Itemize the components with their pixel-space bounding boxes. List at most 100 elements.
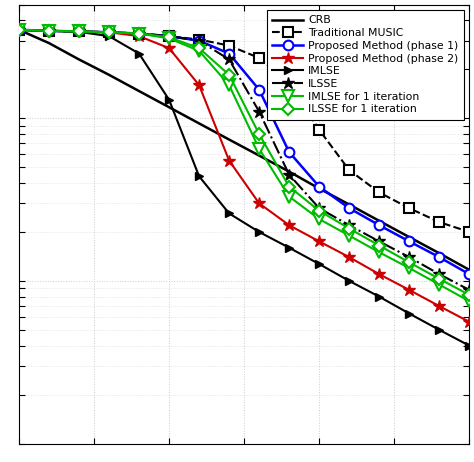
IMLSE bbox=[346, 278, 352, 284]
IMLSE bbox=[106, 33, 112, 39]
ILSSE for 1 iteration bbox=[406, 260, 412, 265]
Traditional MUSIC bbox=[316, 127, 322, 133]
Proposed Method (phase 2) bbox=[286, 222, 292, 228]
IMLSE for 1 iteration bbox=[166, 36, 172, 41]
ILSSE for 1 iteration bbox=[286, 184, 292, 189]
ILSSE for 1 iteration bbox=[16, 27, 22, 33]
Line: IMLSE: IMLSE bbox=[15, 26, 474, 350]
Proposed Method (phase 2) bbox=[466, 319, 472, 325]
IMLSE for 1 iteration bbox=[136, 31, 142, 36]
Proposed Method (phase 2) bbox=[136, 33, 142, 39]
CRB bbox=[316, 186, 322, 191]
Proposed Method (phase 1) bbox=[376, 222, 382, 228]
Traditional MUSIC bbox=[16, 27, 22, 33]
Traditional MUSIC bbox=[346, 167, 352, 173]
ILSSE for 1 iteration bbox=[316, 208, 322, 213]
IMLSE for 1 iteration bbox=[316, 216, 322, 222]
IMLSE bbox=[226, 211, 232, 216]
Traditional MUSIC bbox=[226, 43, 232, 49]
ILSSE for 1 iteration bbox=[256, 131, 262, 137]
ILSSE for 1 iteration bbox=[466, 292, 472, 298]
IMLSE for 1 iteration bbox=[286, 194, 292, 200]
CRB bbox=[76, 57, 82, 62]
IMLSE bbox=[76, 29, 82, 35]
IMLSE bbox=[466, 343, 472, 348]
ILSSE for 1 iteration bbox=[136, 31, 142, 36]
Proposed Method (phase 2) bbox=[106, 30, 112, 35]
Traditional MUSIC bbox=[406, 206, 412, 211]
Proposed Method (phase 1) bbox=[286, 149, 292, 155]
ILSSE bbox=[136, 31, 142, 36]
Legend: CRB, Traditional MUSIC, Proposed Method (phase 1), Proposed Method (phase 2), IM: CRB, Traditional MUSIC, Proposed Method … bbox=[267, 10, 464, 120]
Traditional MUSIC bbox=[286, 80, 292, 85]
Proposed Method (phase 2) bbox=[406, 287, 412, 293]
IMLSE for 1 iteration bbox=[346, 233, 352, 238]
ILSSE bbox=[196, 38, 202, 43]
CRB bbox=[16, 27, 22, 33]
ILSSE bbox=[346, 222, 352, 228]
ILSSE for 1 iteration bbox=[106, 30, 112, 35]
IMLSE for 1 iteration bbox=[16, 27, 22, 33]
IMLSE for 1 iteration bbox=[406, 265, 412, 271]
Proposed Method (phase 1) bbox=[346, 206, 352, 211]
ILSSE for 1 iteration bbox=[346, 226, 352, 231]
Proposed Method (phase 1) bbox=[16, 27, 22, 33]
Proposed Method (phase 1) bbox=[166, 33, 172, 39]
Proposed Method (phase 2) bbox=[196, 82, 202, 88]
IMLSE for 1 iteration bbox=[437, 282, 442, 287]
IMLSE bbox=[136, 51, 142, 56]
Proposed Method (phase 1) bbox=[466, 271, 472, 277]
CRB bbox=[106, 72, 112, 78]
ILSSE for 1 iteration bbox=[376, 243, 382, 248]
Proposed Method (phase 1) bbox=[136, 31, 142, 36]
Proposed Method (phase 2) bbox=[256, 201, 262, 206]
Proposed Method (phase 1) bbox=[406, 238, 412, 244]
IMLSE bbox=[316, 261, 322, 267]
Proposed Method (phase 2) bbox=[166, 45, 172, 51]
Proposed Method (phase 1) bbox=[256, 87, 262, 92]
Traditional MUSIC bbox=[196, 37, 202, 43]
Traditional MUSIC bbox=[256, 55, 262, 61]
Line: Proposed Method (phase 1): Proposed Method (phase 1) bbox=[14, 25, 474, 279]
ILSSE for 1 iteration bbox=[226, 72, 232, 78]
ILSSE bbox=[406, 255, 412, 260]
Traditional MUSIC bbox=[466, 229, 472, 235]
IMLSE for 1 iteration bbox=[196, 48, 202, 54]
ILSSE for 1 iteration bbox=[196, 45, 202, 51]
CRB bbox=[256, 153, 262, 158]
IMLSE bbox=[166, 97, 172, 103]
Line: CRB: CRB bbox=[19, 30, 469, 270]
ILSSE bbox=[226, 57, 232, 62]
Line: Traditional MUSIC: Traditional MUSIC bbox=[14, 25, 474, 237]
ILSSE bbox=[16, 27, 22, 33]
CRB bbox=[376, 218, 382, 224]
Proposed Method (phase 2) bbox=[76, 29, 82, 34]
IMLSE for 1 iteration bbox=[226, 82, 232, 88]
IMLSE for 1 iteration bbox=[46, 28, 52, 34]
Proposed Method (phase 2) bbox=[346, 255, 352, 260]
ILSSE for 1 iteration bbox=[46, 28, 52, 34]
IMLSE bbox=[46, 28, 52, 34]
ILSSE for 1 iteration bbox=[437, 276, 442, 281]
Line: Proposed Method (phase 2): Proposed Method (phase 2) bbox=[13, 24, 474, 328]
ILSSE bbox=[256, 109, 262, 114]
Proposed Method (phase 2) bbox=[437, 304, 442, 309]
IMLSE for 1 iteration bbox=[376, 249, 382, 255]
ILSSE for 1 iteration bbox=[76, 29, 82, 34]
Proposed Method (phase 2) bbox=[376, 271, 382, 277]
IMLSE for 1 iteration bbox=[466, 298, 472, 304]
Proposed Method (phase 2) bbox=[16, 27, 22, 33]
ILSSE bbox=[76, 29, 82, 34]
IMLSE bbox=[376, 294, 382, 299]
CRB bbox=[346, 202, 352, 207]
Proposed Method (phase 1) bbox=[437, 255, 442, 260]
Proposed Method (phase 1) bbox=[46, 28, 52, 34]
IMLSE bbox=[286, 245, 292, 250]
CRB bbox=[286, 169, 292, 174]
Proposed Method (phase 2) bbox=[226, 158, 232, 163]
CRB bbox=[166, 104, 172, 110]
Traditional MUSIC bbox=[376, 190, 382, 195]
IMLSE for 1 iteration bbox=[106, 30, 112, 35]
ILSSE for 1 iteration bbox=[166, 35, 172, 40]
IMLSE bbox=[437, 327, 442, 333]
